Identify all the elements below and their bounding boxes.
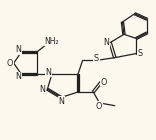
Text: NH₂: NH₂ — [45, 37, 59, 46]
Text: N: N — [45, 68, 51, 77]
Text: O: O — [7, 59, 13, 68]
Text: O: O — [101, 78, 107, 87]
Text: N: N — [15, 45, 21, 54]
Text: O: O — [95, 102, 102, 111]
Text: S: S — [137, 49, 143, 58]
Text: N: N — [58, 97, 64, 106]
Text: S: S — [94, 54, 99, 63]
Text: N: N — [39, 85, 45, 94]
Text: N: N — [103, 38, 109, 47]
Text: N: N — [15, 72, 21, 81]
